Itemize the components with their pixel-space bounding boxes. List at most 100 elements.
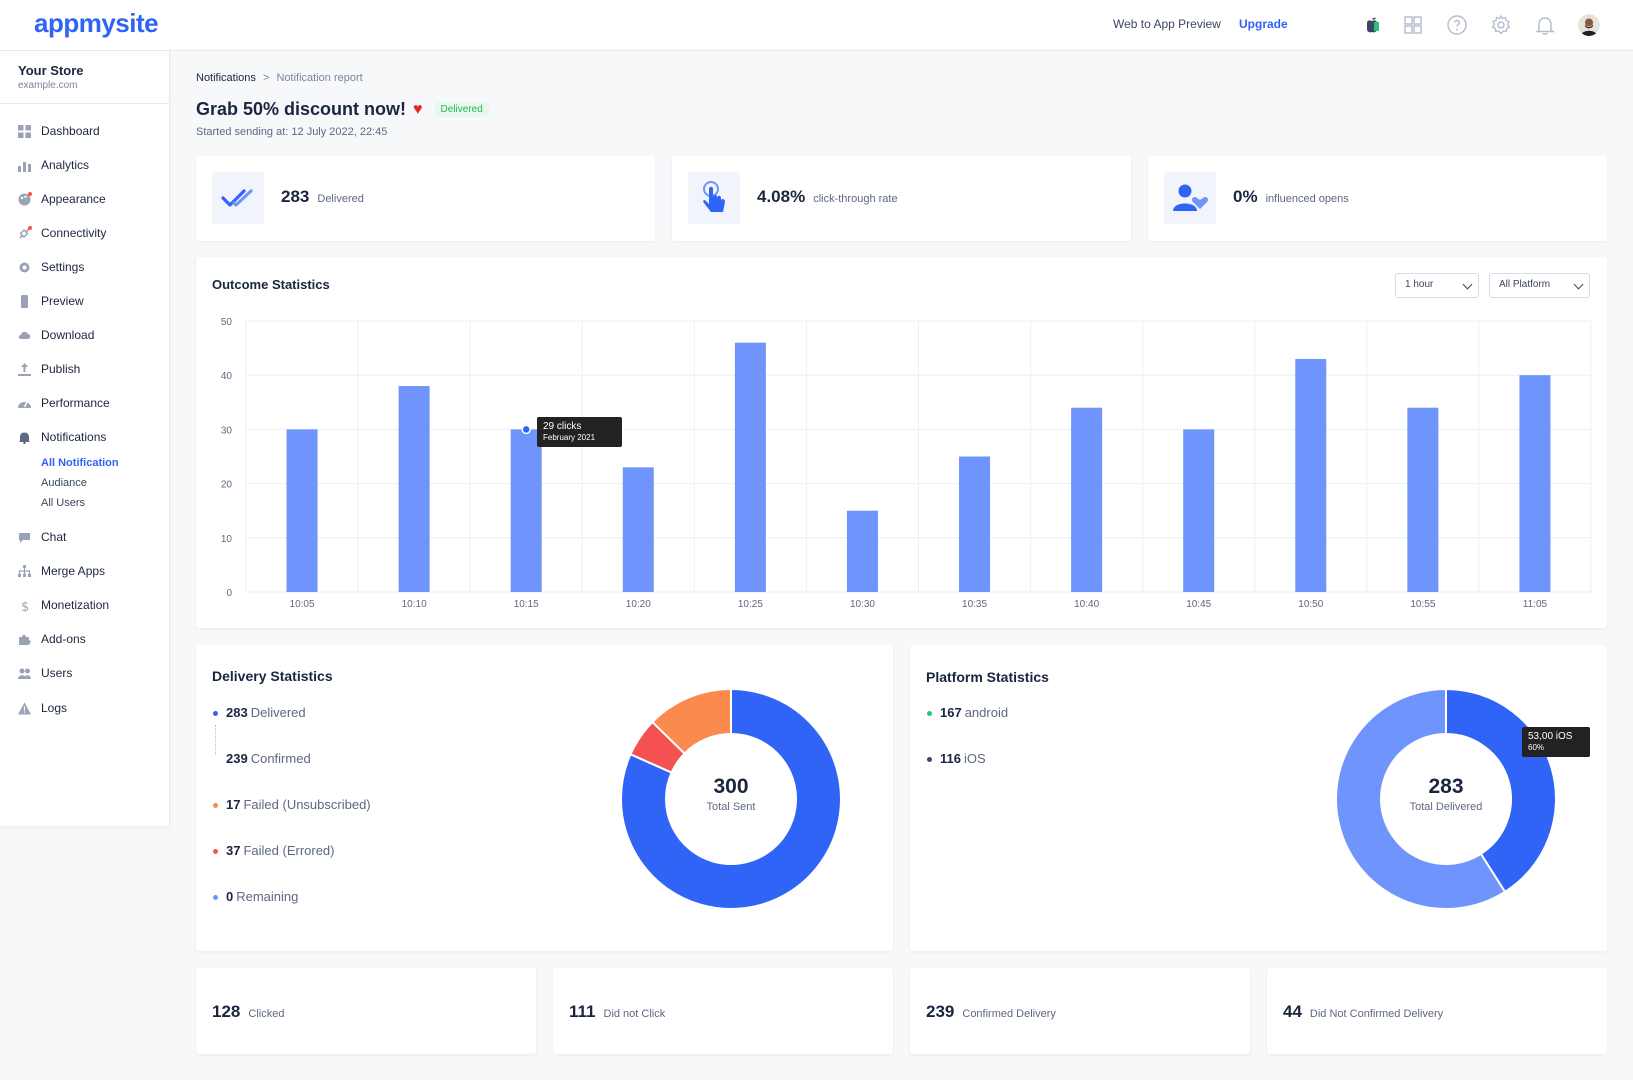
bar[interactable] [959, 456, 991, 593]
sidebar-item-publish[interactable]: Publish [18, 360, 80, 378]
tooltip-date: February 2021 [543, 433, 596, 442]
settings-gear-icon[interactable] [1490, 14, 1512, 36]
platform-select[interactable]: All Platform [1489, 273, 1590, 298]
sidebar-item-label: Chat [41, 530, 67, 544]
donut-segment[interactable] [650, 688, 732, 755]
bar[interactable] [1295, 358, 1327, 592]
stat-card-influenced: 0% influenced opens [1148, 156, 1607, 241]
performance-icon [18, 397, 31, 410]
sidebar-item-add-ons[interactable]: Add-ons [18, 630, 86, 648]
appmysite-logo[interactable]: appmysite [34, 8, 159, 38]
y-tick-label: 20 [221, 480, 233, 491]
bottom-stat-label: Did not Click [603, 1008, 666, 1020]
stat-delivered: 283 Delivered [281, 187, 364, 207]
dashboard-icon [18, 124, 31, 138]
sidebar-subitem-audiance[interactable]: Audiance [41, 477, 87, 489]
tooltip-percent: 60% [1528, 743, 1545, 752]
hover-point [521, 424, 531, 435]
download-icon [18, 329, 31, 342]
bar[interactable] [1519, 375, 1551, 592]
top-header: appmysite Web to App Preview Upgrade [0, 0, 1633, 51]
stat-influenced: 0% influenced opens [1233, 187, 1349, 207]
legend-value: 167 [940, 705, 962, 720]
legend-dot [213, 849, 218, 854]
connectivity-icon [18, 225, 32, 240]
y-tick-label: 0 [226, 588, 232, 599]
help-icon[interactable] [1446, 14, 1468, 36]
x-tick-label: 10:15 [514, 599, 539, 610]
legend-value: 283 [226, 705, 248, 720]
bar[interactable] [846, 510, 878, 592]
x-tick-label: 10:45 [1186, 599, 1211, 610]
x-tick-label: 10:50 [1298, 599, 1323, 610]
store-info[interactable]: Your Store example.com [0, 51, 169, 104]
sidebar-subitem-all-notification[interactable]: All Notification [41, 457, 119, 469]
donut-segment[interactable] [621, 688, 841, 910]
stat-label: influenced opens [1265, 193, 1349, 205]
legend-value: 239 [226, 751, 248, 766]
bar[interactable] [398, 386, 430, 592]
x-tick-label: 10:10 [402, 599, 427, 610]
bottom-stat-label: Did Not Confirmed Delivery [1309, 1008, 1444, 1020]
interval-select[interactable]: 1 hour [1395, 273, 1479, 298]
grid-apps-icon[interactable] [1402, 14, 1424, 36]
legend-remaining: 0 Remaining [213, 889, 298, 904]
stat-value: 283 [281, 187, 310, 206]
upgrade-link[interactable]: Upgrade [1239, 17, 1288, 31]
chat-icon [18, 531, 31, 544]
sidebar-item-label: Users [41, 666, 73, 680]
sidebar-item-label: Merge Apps [41, 564, 106, 578]
legend-ios: 116 iOS [927, 751, 986, 766]
sidebar-item-download[interactable]: Download [18, 326, 94, 344]
sidebar-item-connectivity[interactable]: Connectivity [18, 224, 106, 242]
sidebar-item-notifications[interactable]: Notifications [18, 428, 106, 446]
double-check-icon [212, 172, 264, 224]
heart-icon: ♥ [413, 100, 423, 118]
legend-dot [927, 711, 932, 716]
donut-segment[interactable] [1336, 688, 1507, 910]
bar[interactable] [1071, 407, 1103, 592]
web-to-app-preview-link[interactable]: Web to App Preview [1113, 17, 1221, 31]
sidebar-item-monetization[interactable]: $ Monetization [18, 596, 109, 614]
breadcrumb: Notifications > Notification report [196, 72, 363, 84]
sidebar-item-preview[interactable]: Preview [18, 292, 84, 310]
sidebar-item-users[interactable]: Users [18, 664, 72, 682]
bar[interactable] [734, 342, 766, 592]
y-tick-label: 10 [221, 534, 233, 545]
sidebar-item-label: Logs [41, 701, 68, 715]
y-tick-label: 30 [221, 425, 233, 436]
bar[interactable] [510, 429, 542, 592]
bar[interactable] [1183, 429, 1215, 592]
apple-android-icon[interactable] [1361, 14, 1383, 36]
bottom-stat-value: 111 [569, 1002, 596, 1021]
donut-total: 300 [713, 775, 749, 798]
sidebar-item-dashboard[interactable]: Dashboard [18, 122, 100, 140]
bottom-stat-value: 239 [926, 1002, 955, 1021]
outcome-bar-chart: 0 10 20 30 40 50 10:05 10:10 10:15 10:20 10:25 10:3… [221, 317, 1592, 610]
x-tick-label: 11:05 [1523, 599, 1548, 610]
stat-card-delivered: 283 Delivered [196, 156, 655, 241]
bar[interactable] [622, 467, 654, 592]
sidebar-item-merge-apps[interactable]: Merge Apps [18, 562, 105, 580]
donut-label: Total Delivered [1409, 801, 1483, 813]
breadcrumb-root[interactable]: Notifications [196, 72, 256, 84]
publish-icon [18, 362, 31, 376]
bottom-stat-value: 128 [212, 1002, 241, 1021]
sidebar-item-logs[interactable]: Logs [18, 699, 67, 717]
sidebar-item-appearance[interactable]: Appearance [18, 190, 106, 208]
sidebar-subitem-all-users[interactable]: All Users [41, 497, 86, 509]
bottom-stat: 239 Confirmed Delivery [926, 1002, 1056, 1022]
sidebar-item-analytics[interactable]: Analytics [18, 156, 89, 174]
bell-notification-icon[interactable] [1534, 14, 1556, 36]
x-tick-label: 10:55 [1410, 599, 1435, 610]
avatar[interactable] [1578, 14, 1600, 36]
x-tick-label: 10:30 [850, 599, 875, 610]
sidebar-item-performance[interactable]: Performance [18, 394, 110, 412]
store-name: Your Store [18, 63, 84, 78]
tap-hand-icon [688, 172, 740, 224]
sidebar-item-chat[interactable]: Chat [18, 528, 66, 546]
sidebar-item-label: Dashboard [41, 124, 100, 138]
bar[interactable] [286, 429, 318, 592]
sidebar-item-settings[interactable]: Settings [18, 258, 84, 276]
bar[interactable] [1407, 407, 1439, 592]
